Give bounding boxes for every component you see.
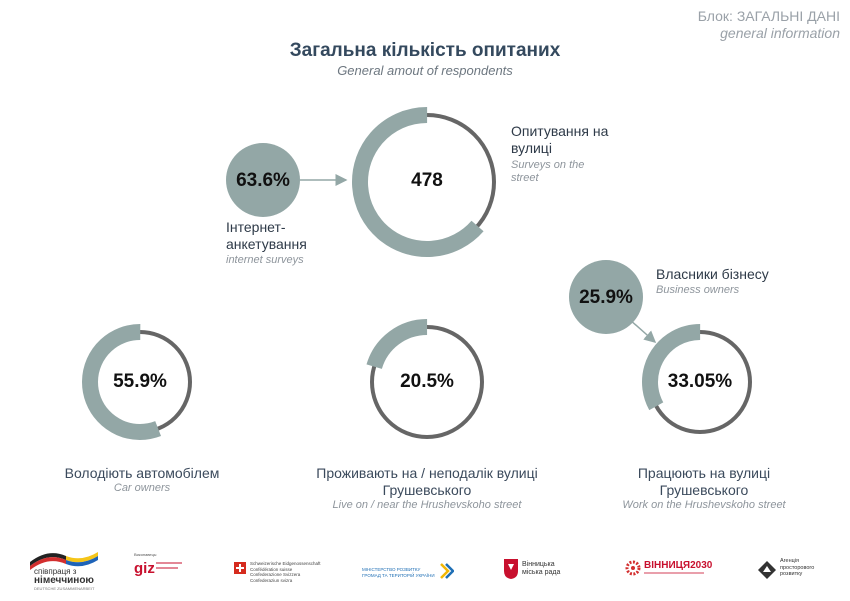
car-label-en: Car owners: [113, 482, 171, 494]
gear-sun-icon: [625, 560, 641, 576]
vinnytsia-line1: Вінницька: [522, 561, 555, 568]
vinnytsia2030-subline: [644, 572, 704, 574]
street-label-en-2: street: [511, 172, 539, 184]
business-label-en: Business owners: [656, 284, 740, 296]
street-label-ua-1: Опитування на: [511, 123, 609, 139]
giz-logo-line: [156, 562, 182, 564]
internet-pct: 63.6%: [236, 170, 290, 191]
car-value: 55.9%: [113, 371, 167, 392]
street-label-ua-2: вулиці: [511, 140, 552, 156]
work-ring-segment: [642, 324, 759, 440]
internet-label-ua-1: Інтернет-: [226, 219, 286, 235]
agency-diamond-icon: [758, 561, 776, 579]
work-label-ua-1: Працюють на вулиці: [637, 465, 771, 481]
block-label-ua: Блок: ЗАГАЛЬНІ ДАНІ: [697, 8, 840, 24]
business-label: Власники бізнесу Business owners: [656, 266, 806, 297]
page-subtitle: General amout of respondents: [337, 63, 513, 78]
page-title: Загальна кількість опитаних: [289, 40, 561, 61]
germany-flag-icon: [30, 552, 98, 570]
ministry-line2: ГРОМАД ТА ТЕРИТОРІЙ УКРАЇНИ: [362, 572, 435, 578]
swiss-line4: Confederaziun svizra: [250, 577, 293, 583]
internet-label-en: internet surveys: [226, 254, 304, 266]
vinnytsia2030-text: ВІННИЦЯ2030: [644, 560, 713, 571]
internet-label-ua-2: анкетування: [226, 236, 307, 252]
giz-logo-line: [156, 567, 178, 569]
agency-line1: Агенція: [780, 558, 800, 564]
car-label: Володіють автомобілем Car owners: [12, 465, 272, 495]
car-ring-segment: [82, 324, 198, 440]
ministry-line1: МІНІСТЕРСТВО РОЗВИТКУ: [362, 567, 421, 572]
live-ring-segment: [363, 319, 490, 445]
total-value: 478: [411, 170, 443, 191]
work-label-ua-2: Грушевського: [659, 482, 749, 498]
work-label: Працюють на вулиці Грушевського Work on …: [574, 465, 834, 512]
swiss-line1: Schweizerische Eidgenossenschaft: [250, 561, 321, 566]
germany-logo-line2: німеччиною: [34, 575, 94, 586]
vinnytsia-line2: міська рада: [522, 569, 561, 576]
business-bubble: [569, 260, 643, 334]
agency-line3: розвитку: [780, 571, 803, 577]
street-label-en-1: Surveys on the: [511, 159, 585, 171]
giz-logo-text: giz: [134, 560, 155, 577]
swiss-line3: Confederazione Svizzera: [250, 572, 301, 577]
business-arrow: [628, 318, 657, 343]
live-label-ua-1: Проживають на / неподалік вулиці: [316, 465, 538, 481]
germany-logo-line3: DEUTSCHE ZUSAMMENARBEIT: [34, 586, 95, 591]
work-label-en: Work on the Hrushevskoho street: [622, 499, 786, 511]
street-label: Опитування на вулиці Surveys on the stre…: [511, 123, 641, 185]
swiss-line2: Confédération suisse: [250, 566, 293, 572]
germany-logo-line1: співпраця з: [34, 567, 77, 576]
business-label-ua: Власники бізнесу: [656, 266, 769, 282]
agency-line2: просторового: [780, 564, 815, 571]
work-value: 33.05%: [667, 371, 733, 392]
live-label-ua-2: Грушевського: [382, 482, 472, 498]
internet-bubble: [226, 143, 300, 217]
block-label-en: general information: [720, 25, 840, 41]
internet-label: Інтернет- анкетування internet surveys: [226, 219, 356, 267]
live-label-en: Live on / near the Hrushevskoho street: [332, 499, 522, 511]
live-label: Проживають на / неподалік вулиці Грушевс…: [297, 465, 557, 512]
car-label-ua: Володіють автомобілем: [64, 465, 220, 481]
giz-logo-small: Виконавець:: [134, 552, 158, 557]
ministry-chevron-icon: [440, 563, 454, 579]
block-label: Блок: ЗАГАЛЬНІ ДАНІ general information: [698, 8, 840, 42]
live-value: 20.5%: [400, 371, 454, 392]
business-value: 25.9%: [579, 287, 633, 308]
vinnytsia-crest-icon: [504, 559, 518, 579]
total-ring-internet-segment: [352, 107, 502, 257]
swiss-cross-icon: [234, 562, 246, 574]
